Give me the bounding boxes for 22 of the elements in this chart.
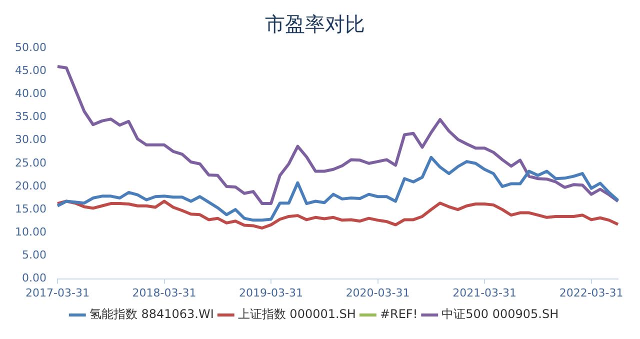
y-tick-label: 15.00	[14, 202, 46, 216]
x-tick-label: 2017-03-31	[26, 286, 90, 300]
y-tick-label: 40.00	[14, 87, 46, 100]
y-tick-label: 5.00	[22, 248, 46, 262]
y-tick-label: 0.00	[22, 272, 46, 285]
legend-label: 中证500 000905.SH	[442, 307, 559, 322]
x-tick-label: 2021-03-31	[452, 286, 517, 300]
y-tick-label: 30.00	[14, 133, 46, 146]
legend-label: #REF!	[380, 307, 418, 322]
chart-title: 市盈率对比	[265, 12, 365, 36]
x-tick-label: 2019-03-31	[239, 286, 303, 300]
y-tick-label: 50.00	[14, 40, 46, 54]
x-tick-label: 2020-03-31	[346, 286, 410, 300]
x-tick-label: 2022-03-31	[559, 286, 624, 300]
y-tick-label: 20.00	[14, 179, 46, 192]
y-tick-label: 25.00	[14, 156, 46, 170]
y-tick-label: 10.00	[14, 226, 46, 238]
legend-label: 氢能指数 8841063.WI	[89, 307, 214, 322]
y-tick-label: 35.00	[14, 110, 46, 124]
y-tick-label: 45.00	[14, 64, 46, 77]
x-tick-label: 2018-03-31	[132, 286, 196, 300]
legend-label: 上证指数 000001.SH	[238, 307, 356, 322]
